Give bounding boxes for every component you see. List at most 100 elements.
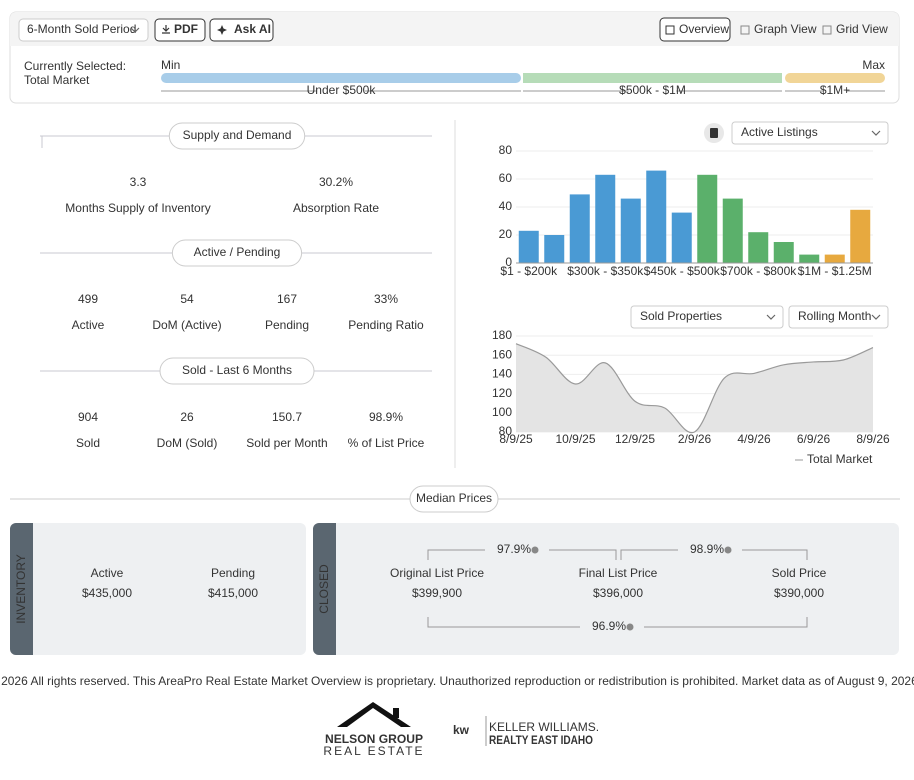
section-pill — [168, 122, 306, 150]
bracket-gap — [823, 87, 847, 95]
kw-mark: kw — [453, 723, 470, 737]
bar[interactable] — [646, 170, 667, 263]
range-segment[interactable] — [523, 73, 782, 83]
stat-value: 499 — [78, 292, 98, 306]
stat-value: 26 — [180, 410, 194, 424]
dropdown[interactable] — [731, 121, 889, 145]
bracket-gap — [678, 544, 742, 556]
period-label: 6-Month Sold Period — [27, 22, 136, 36]
price-value: $399,900 — [412, 586, 462, 600]
view-icon — [665, 25, 675, 35]
kw-name: KELLER WILLIAMS. — [489, 720, 599, 734]
bar[interactable] — [799, 254, 820, 263]
bar[interactable] — [824, 254, 845, 263]
view-tab-label: Graph View — [754, 22, 817, 36]
legend-label: Total Market — [807, 452, 873, 466]
footer-notice: © 2026 All rights reserved. This AreaPro… — [0, 674, 914, 688]
y-tick-label: 80 — [499, 424, 513, 438]
y-tick-label: 20 — [499, 227, 513, 241]
book-icon — [710, 128, 718, 138]
y-tick-label: 120 — [492, 386, 512, 400]
bar[interactable] — [620, 198, 641, 263]
roof-chimney — [393, 708, 399, 718]
view-icon — [740, 25, 750, 35]
stat-value: 904 — [78, 410, 98, 424]
chevron — [766, 314, 776, 320]
pdf-label: PDF — [174, 22, 198, 36]
y-tick-label: 80 — [499, 143, 513, 157]
bar[interactable] — [850, 209, 871, 263]
bar[interactable] — [518, 230, 539, 263]
x-tick-label: 2/9/26 — [678, 432, 712, 446]
y-tick-label: 160 — [492, 347, 512, 361]
x-tick-label: $450k - $500k — [644, 264, 721, 278]
ratio-label: 97.9% — [497, 542, 531, 556]
card-tab — [10, 523, 33, 655]
bar[interactable] — [773, 242, 794, 263]
section-title: Supply and Demand — [183, 128, 292, 142]
x-tick-label: $1M - $1.25M — [798, 264, 872, 278]
stat-label: Months Supply of Inventory — [65, 201, 210, 215]
dropdown[interactable] — [788, 305, 889, 329]
median-pill — [409, 485, 499, 513]
x-tick-label: 12/9/25 — [615, 432, 655, 446]
overview-tab[interactable] — [659, 17, 731, 42]
price-value: $390,000 — [774, 586, 824, 600]
y-tick-label: 0 — [505, 255, 512, 269]
stat-value: 167 — [277, 292, 297, 306]
section-pill — [171, 239, 303, 267]
price-label: Sold Price — [772, 566, 827, 580]
range-segment-label: Under $500k — [307, 83, 377, 97]
info-icon — [531, 546, 539, 554]
stat-label: Absorption Rate — [293, 201, 379, 215]
card-tab — [313, 523, 336, 655]
ask-ai-button[interactable] — [209, 18, 274, 42]
card-tag: INVENTORY — [14, 554, 28, 624]
range-segment-label: $500k - $1M — [619, 83, 686, 97]
x-tick-label: $1 - $200k — [500, 264, 558, 278]
price-value: $435,000 — [82, 586, 132, 600]
view-icon — [822, 25, 832, 35]
selected-value: Total Market — [24, 73, 90, 87]
roof — [337, 702, 411, 727]
x-tick-label: $700k - $800k — [720, 264, 797, 278]
range-segment[interactable] — [785, 73, 885, 83]
stat-label: Pending — [265, 318, 309, 332]
y-tick-label: 140 — [492, 367, 512, 381]
bar[interactable] — [697, 174, 718, 263]
bar[interactable] — [569, 194, 590, 263]
x-tick-label: 8/9/25 — [499, 432, 533, 446]
info-icon — [724, 546, 732, 554]
dropdown[interactable] — [630, 305, 784, 329]
range-segment-label: $1M+ — [820, 83, 850, 97]
bar[interactable] — [722, 198, 743, 263]
chevron — [871, 130, 881, 136]
price-card — [10, 523, 306, 655]
stat-label: DoM (Sold) — [157, 436, 218, 450]
range-segment[interactable] — [161, 73, 521, 83]
download-icon — [162, 25, 170, 34]
sparkle-icon — [217, 25, 227, 35]
price-value: $396,000 — [593, 586, 643, 600]
stat-label: Pending Ratio — [348, 318, 424, 332]
pdf-button[interactable] — [154, 18, 206, 42]
x-tick-label: 10/9/25 — [555, 432, 595, 446]
bracket-gap — [317, 87, 365, 95]
price-value: $415,000 — [208, 586, 258, 600]
period-select[interactable] — [18, 18, 149, 42]
ratio-label: 96.9% — [592, 619, 626, 633]
bar[interactable] — [544, 235, 565, 263]
stat-value: 33% — [374, 292, 398, 306]
chevron — [130, 27, 140, 33]
bar[interactable] — [748, 232, 769, 263]
bar[interactable] — [671, 212, 692, 263]
bracket-gap — [485, 544, 549, 556]
median-title: Median Prices — [416, 491, 492, 505]
card-tag: CLOSED — [317, 564, 331, 614]
section-pill — [159, 357, 315, 385]
y-tick-label: 100 — [492, 405, 512, 419]
area — [516, 343, 873, 433]
price-label: Pending — [211, 566, 255, 580]
bar[interactable] — [595, 174, 616, 263]
